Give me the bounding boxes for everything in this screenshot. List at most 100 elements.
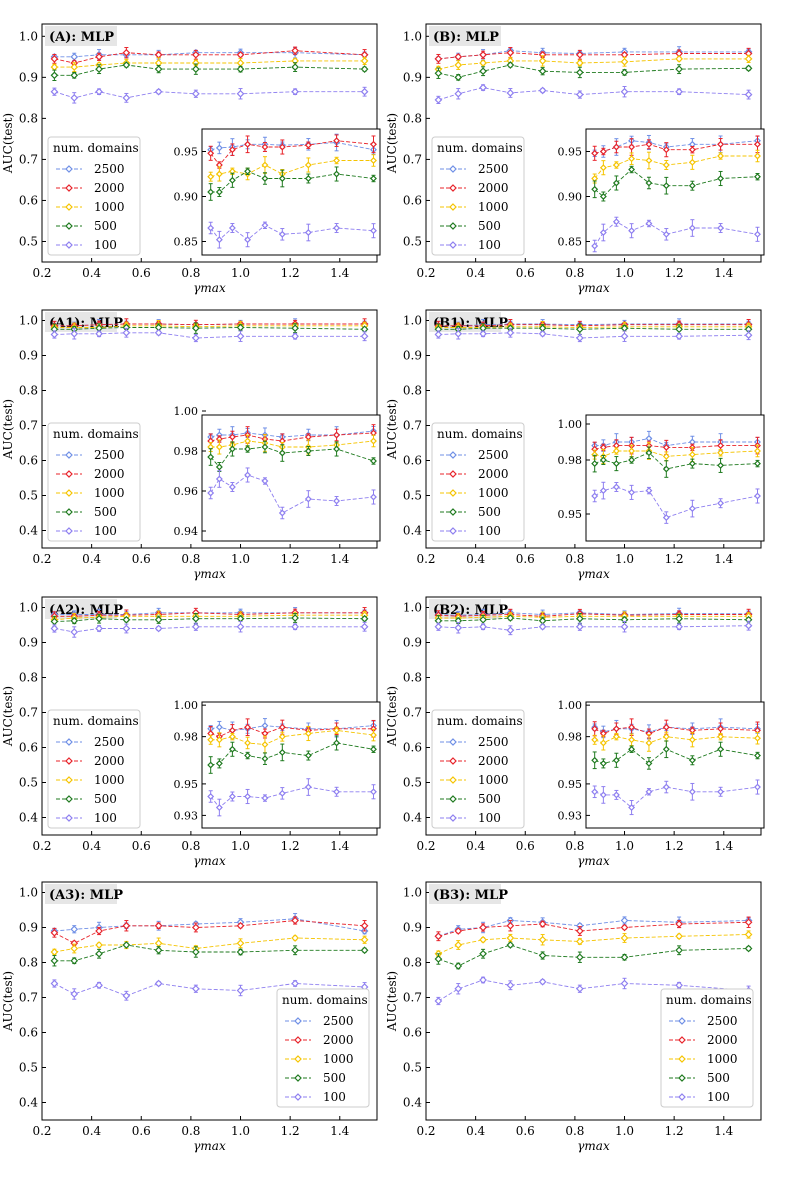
panel-A3-xtick-label: 0.4 xyxy=(82,1124,101,1138)
panel-A2-point-100 xyxy=(154,624,163,633)
panel-B2: 0.4 0.5 0.6 0.7 0.8 0.9 1.0 0.2 0.4 0.6 0.8 1.0 1.2 1… xyxy=(385,596,765,868)
panel-A-point-100 xyxy=(70,94,79,102)
panel-A-series-2000 xyxy=(50,46,369,67)
panel-A1-inset-point-100 xyxy=(207,489,215,497)
panel-B1-point-100 xyxy=(479,329,487,338)
legend-marker-100 xyxy=(294,1093,302,1101)
panel-B2-point-100 xyxy=(506,626,515,635)
panel-B2-inset-point-2000 xyxy=(628,723,636,731)
panel-A-inset-point-2000 xyxy=(333,137,341,145)
legend-label-2000: 2000 xyxy=(478,181,509,195)
panel-A2-inset-point-100 xyxy=(370,788,377,796)
panel-A2-inset-point-1000 xyxy=(261,741,269,748)
panel-B-point-1000 xyxy=(576,59,584,67)
panel-A2-inset-point-1000 xyxy=(333,726,341,734)
panel-B3-ytick-label: 0.6 xyxy=(403,1026,422,1040)
panel-B3-ytick-label: 0.4 xyxy=(403,1096,422,1110)
legend-marker-1000 xyxy=(449,203,457,211)
panel-A2-point-100 xyxy=(291,622,299,631)
legend-label-2500: 2500 xyxy=(478,448,509,462)
panel-B1-inset-point-1000 xyxy=(628,447,636,455)
panel-A-inset-point-1000 xyxy=(207,173,215,181)
panel-A-point-500 xyxy=(70,71,79,80)
panel-A3-point-1000 xyxy=(360,935,369,944)
panel-A3-xtick-label: 1.0 xyxy=(231,1124,250,1138)
panel-A2-series-100 xyxy=(50,621,369,638)
panel-B-series-500 xyxy=(434,61,753,82)
panel-A2-inset-point-100 xyxy=(333,788,341,796)
legend-label-100: 100 xyxy=(94,238,117,252)
panel-A2-point-500 xyxy=(154,615,163,624)
legend-label-2000: 2000 xyxy=(94,467,125,481)
panel-B2-inset-ytick-label: 1.00 xyxy=(558,699,583,712)
legend-label-500: 500 xyxy=(94,505,117,519)
panel-B3-point-500 xyxy=(538,951,547,960)
legend-marker-100 xyxy=(449,241,457,249)
panel-B3-point-100 xyxy=(434,997,443,1005)
legend-label-1000: 1000 xyxy=(94,773,125,787)
panel-B2-inset-point-1000 xyxy=(717,733,725,741)
legend-marker-100 xyxy=(65,241,73,249)
panel-A-xtick-label: 0.4 xyxy=(82,266,101,280)
panel-B-inset-point-2000 xyxy=(662,146,670,154)
panel-A-inset-ytick-label: 0.85 xyxy=(174,236,199,249)
panel-A-point-500 xyxy=(50,71,59,80)
panel-A3-point-2000 xyxy=(50,928,59,937)
panel-B3-point-1000 xyxy=(620,934,629,942)
panel-B-inset-point-500 xyxy=(628,166,636,173)
panel-B1-ytick-label: 1.0 xyxy=(403,314,422,328)
panel-A-inset-point-100 xyxy=(304,229,312,236)
panel-B-inset-point-500 xyxy=(662,182,670,190)
panel-B3-point-500 xyxy=(675,946,683,955)
panel-B1-inset-point-500 xyxy=(599,456,607,464)
panel-A3-ytick-label: 0.5 xyxy=(19,1061,38,1075)
panel-A2-inset-series-100 xyxy=(207,778,377,817)
panel-A2-inset-point-500 xyxy=(370,745,377,753)
panel-B-point-100 xyxy=(479,83,487,92)
panel-A3-point-1000 xyxy=(50,948,59,956)
panel-A1-inset-point-500 xyxy=(333,445,341,453)
legend-label-2500: 2500 xyxy=(323,1014,354,1028)
panel-B-ylabel: AUC(test) xyxy=(385,113,399,174)
panel-A-ytick-label: 0.7 xyxy=(19,152,38,166)
panel-A2-point-500 xyxy=(95,614,103,623)
panel-A-title: (A): MLP xyxy=(49,30,114,45)
panel-B1-inset-ytick-label: 1.00 xyxy=(558,418,583,431)
panel-A-point-500 xyxy=(360,65,369,73)
panel-A3-point-2000 xyxy=(192,923,200,932)
panel-B2-inset-series-1000 xyxy=(591,731,761,752)
panel-B3-series-2000 xyxy=(434,916,753,942)
panel-A-inset-point-1000 xyxy=(261,161,269,169)
panel-B3-title-bg xyxy=(429,884,501,904)
panel-A3-ytick-label: 0.6 xyxy=(19,1026,38,1040)
panel-B3-legend: num. domains 2500 2000 1000 500 100 xyxy=(660,988,754,1108)
panel-B2-inset-point-1000 xyxy=(662,733,670,741)
panel-A-point-2000 xyxy=(50,55,59,63)
panel-B-point-500 xyxy=(454,73,463,82)
panel-A-inset-point-500 xyxy=(370,175,377,182)
panel-B1-inset-series-100 xyxy=(591,481,761,524)
panel-A2-inset-point-2000 xyxy=(278,723,286,731)
panel-B2-inset-point-500 xyxy=(599,759,607,767)
panel-B2-ytick-label: 0.8 xyxy=(403,671,422,685)
panel-A1-xtick-label: 1.2 xyxy=(281,552,300,566)
panel-A3-point-100 xyxy=(192,984,200,993)
panel-B-point-100 xyxy=(434,96,443,104)
panel-B1-point-100 xyxy=(506,328,515,337)
panel-B-inset-series-500 xyxy=(591,165,761,202)
panel-B3-point-2000 xyxy=(506,921,515,930)
panel-A2-point-500 xyxy=(192,614,200,623)
panel-B2-point-100 xyxy=(434,622,443,631)
legend-marker-1000 xyxy=(449,489,457,497)
panel-B1-inset-point-100 xyxy=(662,514,670,522)
panel-B-point-500 xyxy=(576,68,584,77)
panel-A1-inset-point-500 xyxy=(304,447,312,455)
panel-A-point-100 xyxy=(192,89,200,98)
panel-B-point-1000 xyxy=(744,55,753,63)
panel-B2-xtick-label: 0.4 xyxy=(466,839,485,853)
panel-A2-inset-point-2500 xyxy=(215,723,223,731)
panel-A1-point-500 xyxy=(192,324,200,333)
panel-B1-xtick-label: 0.4 xyxy=(466,552,485,566)
legend-label-500: 500 xyxy=(478,219,501,233)
panel-A3-line-100 xyxy=(54,983,365,997)
